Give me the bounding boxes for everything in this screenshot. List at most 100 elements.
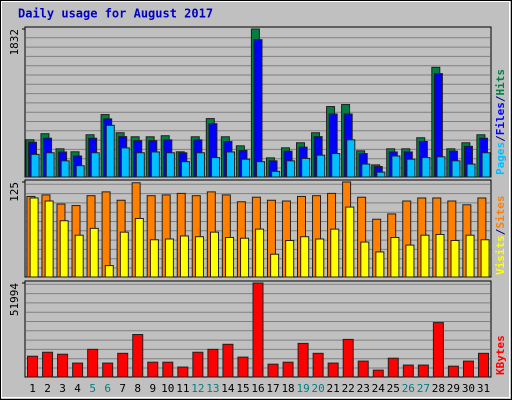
- bar: [451, 160, 461, 178]
- bar: [256, 161, 266, 178]
- x-tick-label: 4: [74, 382, 81, 395]
- bar: [194, 236, 204, 278]
- x-tick-label: 22: [342, 382, 355, 395]
- bar: [59, 220, 69, 278]
- bar: [387, 357, 399, 378]
- x-tick-label: 3: [59, 382, 66, 395]
- bar: [237, 356, 249, 378]
- bar: [241, 158, 251, 178]
- y-tick-label: 125: [8, 182, 21, 202]
- bar: [75, 165, 85, 178]
- bar: [150, 151, 160, 178]
- legend: KBytes: [494, 335, 507, 375]
- bar: [102, 362, 114, 378]
- bar: [481, 152, 491, 178]
- bar: [117, 352, 129, 378]
- bar: [465, 234, 475, 278]
- x-tick-label: 7: [119, 382, 126, 395]
- bar: [466, 163, 476, 178]
- bar: [222, 343, 234, 378]
- legend: Visits/Sites: [494, 196, 507, 276]
- bar: [477, 352, 489, 378]
- bar: [105, 124, 115, 178]
- bar: [255, 228, 265, 278]
- bar: [149, 239, 159, 278]
- x-tick-label: 23: [357, 382, 370, 395]
- x-tick-label: 14: [221, 382, 235, 395]
- bar: [42, 351, 54, 378]
- y-tick-label: 51994: [8, 283, 21, 316]
- bar: [300, 236, 310, 278]
- bar: [327, 362, 339, 378]
- x-tick-label: 17: [266, 382, 279, 395]
- bar: [179, 235, 189, 278]
- x-tick-label: 10: [161, 382, 174, 395]
- x-tick-label: 1: [29, 382, 36, 395]
- bar: [120, 147, 130, 178]
- bar: [270, 253, 280, 278]
- y-tick-label: 1832: [8, 29, 21, 56]
- bar: [330, 228, 340, 278]
- bar: [345, 206, 355, 278]
- bar: [447, 365, 459, 378]
- x-tick-label: 26: [402, 382, 415, 395]
- bar: [417, 364, 429, 378]
- legend: Pages/Files/Hits: [494, 69, 507, 175]
- bar: [180, 161, 190, 178]
- bar: [372, 369, 384, 378]
- bar: [480, 239, 490, 278]
- bar: [342, 338, 354, 378]
- x-tick-label: 25: [387, 382, 400, 395]
- bar: [297, 342, 309, 378]
- bar: [436, 156, 446, 178]
- bar: [134, 217, 144, 278]
- bar: [331, 153, 341, 178]
- chart-title: Daily usage for August 2017: [18, 7, 213, 21]
- bar: [360, 241, 370, 278]
- bar: [285, 240, 295, 278]
- x-tick-label: 21: [327, 382, 340, 395]
- x-tick-label: 13: [206, 382, 219, 395]
- x-tick-label: 28: [432, 382, 445, 395]
- bar: [376, 171, 386, 178]
- legend-separator: /: [494, 95, 507, 102]
- legend-entry: Visits: [494, 235, 507, 275]
- bar: [104, 265, 114, 278]
- bar: [420, 234, 430, 278]
- bar: [57, 353, 69, 378]
- bar: [101, 191, 111, 278]
- bar: [89, 227, 99, 278]
- bar: [27, 355, 39, 378]
- x-tick-label: 2: [44, 382, 51, 395]
- bar: [90, 152, 100, 178]
- bar: [240, 237, 250, 278]
- bar: [207, 348, 219, 378]
- bar: [402, 364, 414, 378]
- bar: [316, 154, 326, 178]
- x-tick-label: 6: [104, 382, 111, 395]
- bar: [361, 163, 371, 178]
- bar: [210, 231, 220, 278]
- bar: [165, 152, 175, 178]
- bar: [421, 157, 431, 178]
- legend-separator: /: [494, 135, 507, 142]
- bar: [346, 139, 356, 178]
- x-tick-label: 19: [296, 382, 309, 395]
- x-tick-label: 20: [312, 382, 325, 395]
- bar: [164, 238, 174, 278]
- x-tick-label: 27: [417, 382, 430, 395]
- bar: [87, 348, 99, 378]
- bar: [267, 363, 279, 378]
- bar: [119, 231, 129, 278]
- bar: [72, 362, 84, 378]
- bar: [211, 157, 221, 178]
- x-tick-label: 12: [191, 382, 204, 395]
- bar: [282, 361, 294, 378]
- x-tick-label: 5: [89, 382, 96, 395]
- legend-entry: Pages: [494, 142, 507, 175]
- bar: [147, 361, 159, 378]
- legend-entry: Sites: [494, 196, 507, 229]
- legend-entry: Hits: [494, 69, 507, 96]
- bar: [74, 234, 84, 278]
